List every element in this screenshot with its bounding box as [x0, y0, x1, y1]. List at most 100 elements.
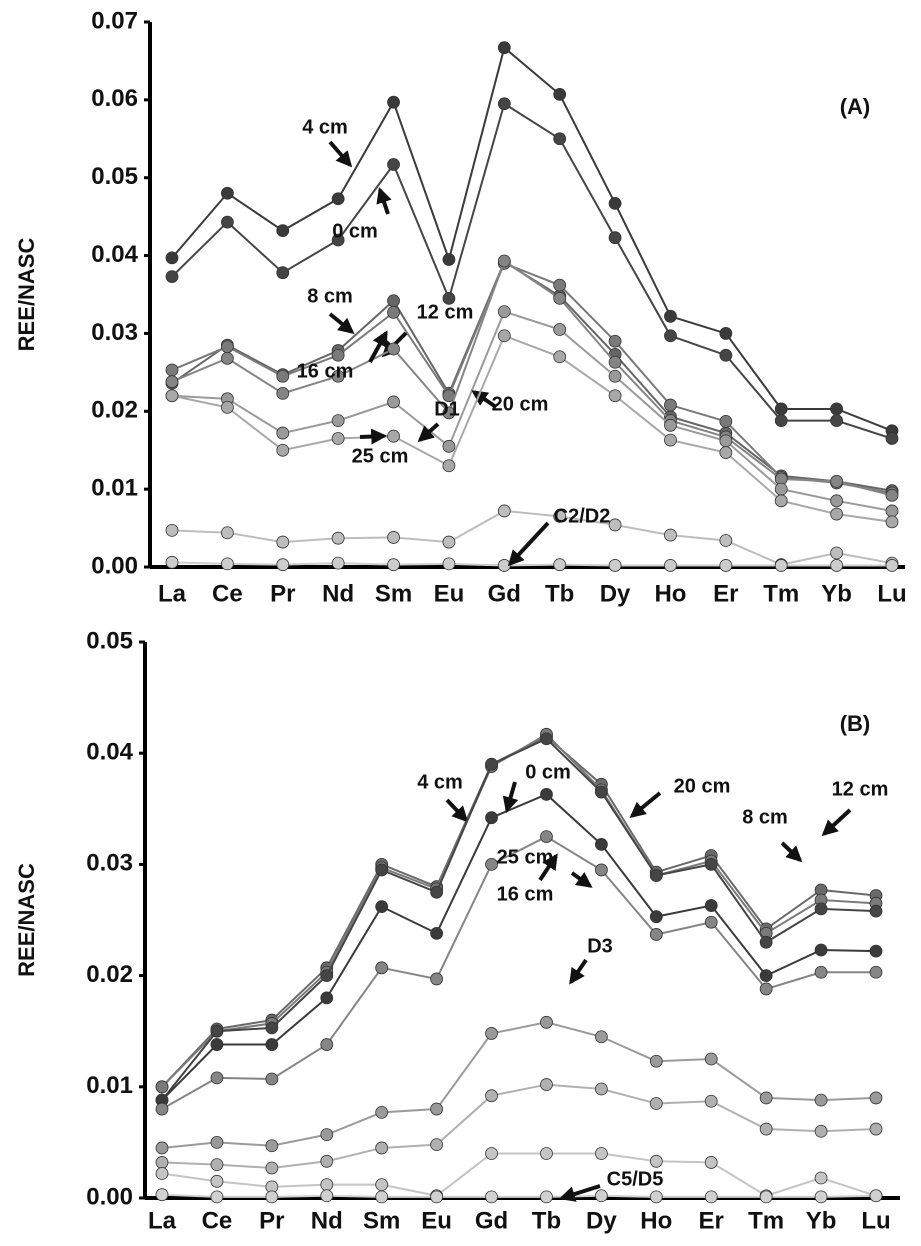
data-point — [485, 858, 498, 871]
data-point — [220, 526, 234, 540]
x-tick-label: Er — [713, 580, 738, 607]
x-tick-label: Lu — [877, 580, 906, 607]
data-point — [649, 910, 663, 924]
x-tick-label: Ce — [202, 1207, 233, 1234]
data-point — [664, 329, 677, 343]
data-point — [387, 395, 400, 409]
data-point — [664, 398, 677, 412]
series-label: 12 cm — [832, 778, 889, 800]
data-point — [608, 197, 622, 210]
data-point — [485, 1027, 498, 1040]
data-point — [165, 555, 179, 569]
series-label: 16 cm — [497, 883, 554, 905]
data-point — [320, 1178, 334, 1192]
data-point — [540, 1190, 553, 1204]
data-point — [704, 858, 718, 871]
data-point — [608, 518, 622, 532]
x-tick-label: Yb — [806, 1207, 837, 1234]
x-tick-label: Nd — [322, 580, 354, 607]
data-point — [375, 1190, 389, 1204]
data-point — [320, 1189, 334, 1203]
data-point — [276, 386, 290, 400]
data-point — [553, 291, 567, 305]
data-point — [594, 785, 608, 799]
data-point — [165, 251, 179, 265]
data-point — [485, 1089, 498, 1103]
data-point — [704, 1094, 718, 1108]
data-point — [885, 488, 899, 502]
data-point — [387, 558, 400, 572]
data-point — [759, 935, 773, 949]
series-label: 20 cm — [674, 775, 731, 797]
y-tick-label: 0.01 — [91, 474, 138, 501]
data-point — [375, 961, 389, 975]
x-tick-label: Eu — [421, 1207, 452, 1234]
series-label: C2/D2 — [554, 505, 611, 527]
data-point — [885, 504, 899, 518]
data-point — [814, 1093, 828, 1107]
data-point — [210, 1136, 224, 1149]
data-point — [276, 558, 290, 572]
data-point — [649, 1097, 663, 1110]
data-point — [704, 1052, 718, 1066]
data-point — [165, 389, 179, 403]
data-point — [869, 1091, 883, 1105]
data-point — [210, 1071, 224, 1085]
y-tick-label: 0.02 — [86, 961, 133, 988]
data-point — [210, 1024, 224, 1038]
data-point — [814, 902, 828, 916]
data-point — [210, 1038, 224, 1051]
label-arrow — [359, 428, 388, 445]
data-point — [830, 414, 844, 428]
series-label: 20 cm — [492, 393, 549, 415]
x-tick-label: Pr — [259, 1207, 284, 1234]
label-arrow — [328, 140, 353, 168]
data-point — [430, 1190, 444, 1204]
y-tick-label: 0.05 — [86, 627, 133, 654]
data-point — [430, 885, 444, 899]
x-tick-label: Dy — [600, 580, 631, 607]
data-point — [320, 1038, 334, 1051]
data-point — [276, 443, 290, 457]
data-point — [540, 1147, 553, 1160]
data-point — [155, 1188, 169, 1202]
series-line — [171, 310, 893, 512]
data-point — [265, 1161, 279, 1175]
y-tick-label: 0.03 — [86, 850, 133, 877]
data-point — [608, 355, 622, 369]
data-point — [320, 991, 334, 1005]
series-label: 25 cm — [497, 846, 554, 868]
data-point — [276, 369, 290, 383]
x-tick-label: Lu — [861, 1207, 890, 1234]
x-tick-label: Ho — [640, 1207, 672, 1234]
data-point — [759, 1091, 773, 1105]
data-point — [387, 306, 400, 319]
x-tick-label: La — [148, 1207, 177, 1234]
data-point — [540, 787, 553, 801]
data-point — [594, 1030, 608, 1044]
data-point — [814, 965, 828, 979]
data-point — [220, 351, 234, 365]
data-point — [830, 474, 844, 488]
data-point — [165, 363, 179, 377]
x-tick-label: Ho — [654, 580, 686, 607]
data-point — [210, 1158, 224, 1172]
y-tick-label: 0.06 — [91, 85, 138, 112]
x-tick-label: Nd — [311, 1207, 343, 1234]
series-label: 0 cm — [525, 761, 571, 783]
data-point — [155, 1141, 169, 1155]
data-point — [220, 557, 234, 571]
label-arrow — [471, 390, 498, 409]
data-point — [220, 215, 234, 229]
label-arrow — [558, 1184, 601, 1202]
x-tick-label: La — [158, 580, 187, 607]
panel: (B) REE/NASC 0.00 0.01 0.02 0.03 0.04 0.05 La Ce P… — [14, 627, 900, 1234]
data-point — [442, 557, 456, 571]
data-point — [553, 132, 567, 146]
panel-title: (A) — [840, 94, 871, 119]
data-point — [885, 515, 899, 529]
data-point — [814, 1171, 828, 1185]
series-line — [161, 793, 877, 1101]
data-point — [664, 559, 677, 572]
